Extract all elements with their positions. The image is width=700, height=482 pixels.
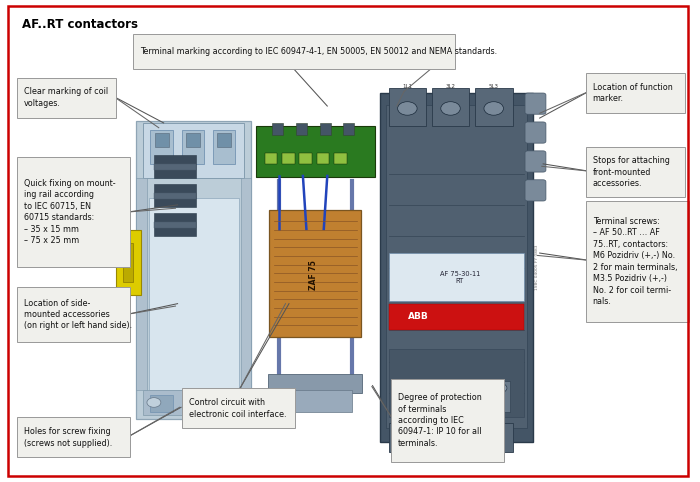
Bar (150, 130, 173, 164)
FancyBboxPatch shape (182, 388, 295, 428)
Bar (395, 381, 416, 412)
FancyBboxPatch shape (391, 379, 504, 462)
FancyBboxPatch shape (432, 423, 469, 452)
FancyBboxPatch shape (586, 73, 685, 113)
Circle shape (493, 383, 507, 393)
Circle shape (484, 102, 503, 115)
Bar (150, 395, 173, 412)
FancyBboxPatch shape (379, 93, 533, 442)
Bar (334, 153, 346, 164)
Circle shape (430, 383, 444, 393)
Bar (182, 130, 204, 164)
FancyBboxPatch shape (475, 88, 512, 126)
Bar (241, 178, 251, 390)
Bar (265, 153, 277, 164)
Bar (213, 395, 235, 412)
Bar (154, 155, 196, 178)
Circle shape (442, 427, 459, 438)
FancyBboxPatch shape (525, 122, 546, 143)
Text: 2T1: 2T1 (402, 453, 412, 458)
Bar (282, 153, 295, 164)
Text: Location of side-
mounted accessories
(on right or left hand side).: Location of side- mounted accessories (o… (24, 298, 132, 331)
Text: Clear marking of coil
voltages.: Clear marking of coil voltages. (24, 87, 108, 108)
Bar (182, 395, 204, 412)
Bar (489, 381, 510, 412)
FancyBboxPatch shape (17, 157, 130, 267)
Text: Stops for attaching
front-mounted
accessories.: Stops for attaching front-mounted access… (593, 156, 669, 188)
Circle shape (147, 398, 161, 407)
FancyBboxPatch shape (17, 417, 130, 457)
FancyBboxPatch shape (256, 126, 374, 177)
Text: Terminal marking according to IEC 60947-4-1, EN 50005, EN 50012 and NEMA standar: Terminal marking according to IEC 60947-… (140, 47, 497, 56)
Bar (122, 243, 133, 282)
FancyBboxPatch shape (116, 230, 141, 295)
Text: ZAF 75: ZAF 75 (309, 260, 318, 290)
Bar (300, 153, 312, 164)
Bar (154, 222, 196, 228)
Text: 4T2: 4T2 (445, 453, 456, 458)
Bar (389, 349, 524, 417)
FancyBboxPatch shape (136, 120, 251, 419)
Circle shape (485, 427, 502, 438)
Bar (144, 123, 244, 178)
FancyBboxPatch shape (586, 201, 689, 322)
Bar (296, 123, 307, 135)
Bar (144, 390, 244, 415)
Bar (154, 164, 196, 170)
Bar (458, 381, 479, 412)
Circle shape (462, 383, 475, 393)
Bar (155, 133, 169, 147)
Text: 6T3: 6T3 (489, 453, 499, 458)
Text: Terminal screws:
– AF 50..RT … AF
75..RT, contactors:
M6 Pozidriv (+,-) No.
2 fo: Terminal screws: – AF 50..RT … AF 75..RT… (593, 217, 677, 306)
Circle shape (398, 102, 417, 115)
Bar (213, 130, 235, 164)
FancyBboxPatch shape (389, 423, 426, 452)
Text: 5L3: 5L3 (489, 84, 498, 89)
FancyBboxPatch shape (432, 88, 469, 126)
Bar (186, 133, 200, 147)
Bar (154, 193, 196, 199)
Text: Control circuit with
electronic coil interface.: Control circuit with electronic coil int… (189, 398, 286, 419)
Text: 3L2: 3L2 (445, 84, 456, 89)
Text: ABB: ABB (408, 312, 429, 321)
Bar (217, 133, 231, 147)
Bar (154, 213, 196, 236)
Text: Degree of protection
of terminals
according to IEC
60947-1: IP 10 for all
termin: Degree of protection of terminals accord… (398, 393, 482, 448)
Text: Location of function
marker.: Location of function marker. (593, 82, 672, 103)
FancyBboxPatch shape (389, 88, 426, 126)
Bar (272, 123, 283, 135)
Bar (321, 123, 332, 135)
Bar (317, 153, 330, 164)
Text: Quick fixing on mount-
ing rail according
to IEC 60715, EN
60715 standards:
– 35: Quick fixing on mount- ing rail accordin… (24, 179, 116, 245)
FancyBboxPatch shape (525, 151, 546, 172)
FancyBboxPatch shape (525, 93, 546, 114)
Circle shape (441, 102, 461, 115)
Bar (389, 253, 524, 301)
FancyBboxPatch shape (475, 423, 512, 452)
FancyBboxPatch shape (525, 180, 546, 201)
FancyBboxPatch shape (269, 210, 361, 337)
Bar (279, 390, 351, 412)
Text: Holes for screw fixing
(screws not supplied).: Holes for screw fixing (screws not suppl… (24, 427, 112, 448)
FancyBboxPatch shape (17, 78, 116, 118)
FancyBboxPatch shape (586, 147, 685, 197)
Bar (343, 123, 354, 135)
Text: AF 75-30-11
RT: AF 75-30-11 RT (440, 271, 480, 283)
Circle shape (399, 383, 413, 393)
FancyBboxPatch shape (386, 105, 527, 428)
Text: AF..RT contactors: AF..RT contactors (22, 18, 139, 31)
Text: 1L1: 1L1 (402, 84, 412, 89)
FancyBboxPatch shape (17, 287, 130, 342)
FancyBboxPatch shape (133, 34, 456, 69)
Bar (154, 184, 196, 207)
Bar (389, 304, 524, 330)
Circle shape (216, 398, 230, 407)
Bar (268, 374, 362, 393)
Bar (136, 178, 147, 390)
Bar (427, 381, 448, 412)
Circle shape (399, 427, 416, 438)
Bar (149, 198, 239, 390)
Text: 1SBC 04005 FY 0883: 1SBC 04005 FY 0883 (535, 245, 539, 290)
